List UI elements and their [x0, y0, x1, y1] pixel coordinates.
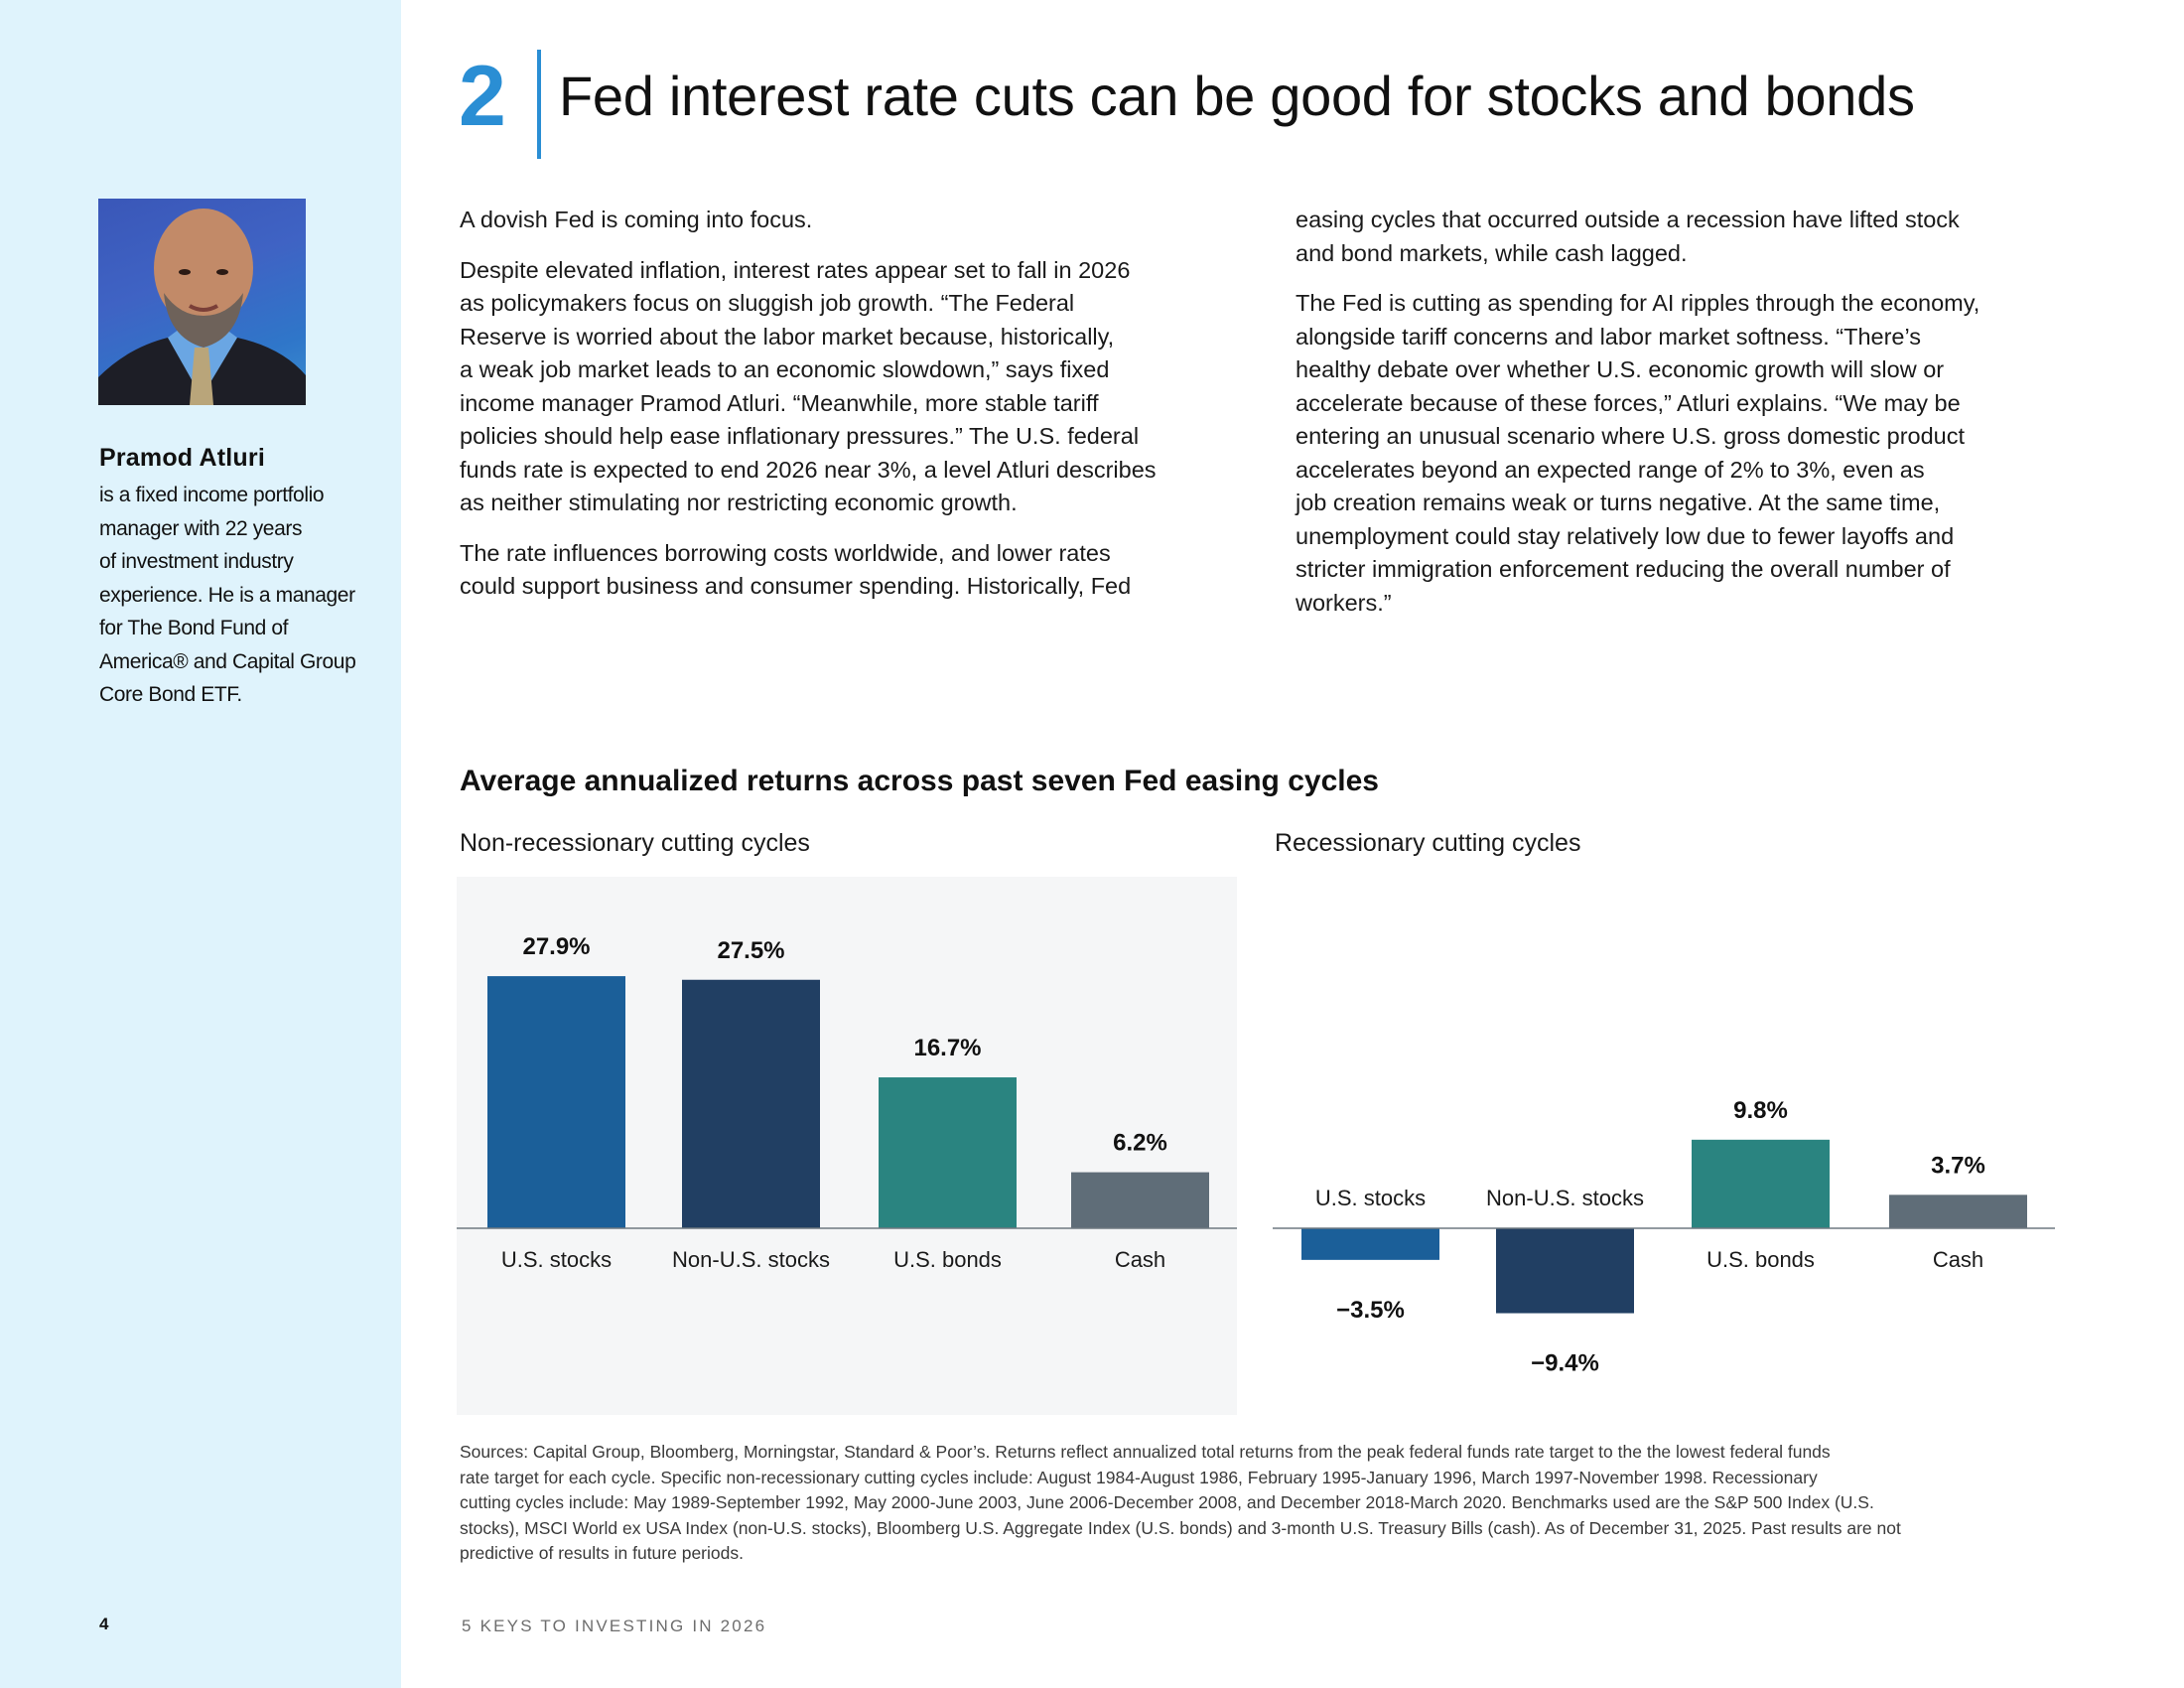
bar-non-u-s-stocks [1496, 1228, 1634, 1314]
sidebar: Pramod Atluri is a fixed income portfoli… [0, 0, 401, 1688]
text-line: as policymakers focus on sluggish job gr… [460, 290, 1075, 316]
bar-u-s-bonds [1692, 1139, 1830, 1228]
text-line: Reserve is worried about the labor marke… [460, 323, 1115, 350]
text-line: The rate influences borrowing costs worl… [460, 539, 1111, 566]
section-number: 2 [459, 49, 506, 144]
footer-publication-title: 5 KEYS TO INVESTING IN 2026 [462, 1617, 767, 1635]
text-line: The Fed is cutting as spending for AI ri… [1296, 290, 1980, 316]
paragraph: The Fed is cutting as spending for AI ri… [1296, 287, 2070, 620]
chart-panel-recessionary: −3.5% U.S. stocks −9.4% Non-U.S. stocks 9.8%… [1273, 1097, 2055, 1377]
bio-line: Core Bond ETF. [99, 683, 242, 706]
category-label-non-u-s-stocks: Non-U.S. stocks [1486, 1186, 1644, 1210]
footnote-line: stocks), MSCI World ex USA Index (non-U.… [460, 1517, 1901, 1538]
paragraph: The rate influences borrowing costs worl… [460, 537, 1234, 604]
body-column-left: A dovish Fed is coming into focus. Despi… [460, 204, 1234, 621]
text-line: and bond markets, while cash lagged. [1296, 239, 1688, 266]
text-line: alongside tariff concerns and labor mark… [1296, 323, 1922, 350]
page-number: 4 [99, 1615, 109, 1633]
text-line: could support business and consumer spen… [460, 573, 1132, 599]
bio-line: manager with 22 years [99, 516, 303, 540]
author-photo [98, 199, 306, 405]
category-label-u-s-stocks: U.S. stocks [1315, 1186, 1426, 1210]
body-column-right: easing cycles that occurred outside a re… [1296, 204, 2070, 636]
chart-title: Average annualized returns across past s… [460, 765, 1379, 797]
text-line: a weak job market leads to an economic s… [460, 356, 1110, 382]
chart-subtitle-recessionary: Recessionary cutting cycles [1275, 829, 1581, 857]
category-label-u-s-bonds: U.S. bonds [1706, 1247, 1815, 1272]
text-line: A dovish Fed is coming into focus. [460, 207, 813, 232]
text-line: income manager Pramod Atluri. “Meanwhile… [460, 389, 1099, 416]
footnote-line: predictive of results in future periods. [460, 1543, 744, 1563]
author-bio: is a fixed income portfolio manager with… [99, 479, 397, 712]
text-line: healthy debate over whether U.S. economi… [1296, 356, 1945, 382]
data-label-u-s-bonds: 9.8% [1733, 1097, 1788, 1124]
data-label-non-u-s-stocks: −9.4% [1531, 1350, 1599, 1377]
author-name: Pramod Atluri [99, 444, 265, 472]
footnote-line: rate target for each cycle. Specific non… [460, 1467, 1818, 1487]
bio-line: experience. He is a manager [99, 583, 355, 607]
text-line: Despite elevated inflation, interest rat… [460, 256, 1131, 283]
text-line: unemployment could stay relatively low d… [1296, 522, 1955, 549]
bio-line: of investment industry [99, 550, 294, 573]
footnote-line: cutting cycles include: May 1989-Septemb… [460, 1492, 1874, 1512]
chart-panel-background [457, 877, 1237, 1415]
text-line: entering an unusual scenario where U.S. … [1296, 423, 1966, 449]
portrait-illustration [98, 209, 306, 405]
bar-cash [1889, 1195, 2027, 1228]
text-line: stricter immigration enforcement reducin… [1296, 556, 1951, 582]
chart-subtitle-non-recessionary: Non-recessionary cutting cycles [460, 829, 810, 857]
text-line: easing cycles that occurred outside a re… [1296, 207, 1960, 232]
footnote-line: Sources: Capital Group, Bloomberg, Morni… [460, 1442, 1831, 1462]
paragraph: A dovish Fed is coming into focus. [460, 204, 1234, 237]
text-line: funds rate is expected to end 2026 near … [460, 456, 1157, 483]
text-line: accelerate because of these forces,” Atl… [1296, 389, 1961, 416]
chart-footnote: Sources: Capital Group, Bloomberg, Morni… [460, 1440, 2058, 1567]
text-line: job creation remains weak or turns negat… [1296, 490, 1941, 515]
section-divider [537, 50, 541, 159]
bio-line: for The Bond Fund of [99, 617, 289, 639]
bio-line: is a fixed income portfolio [99, 484, 325, 506]
category-label-cash: Cash [1933, 1247, 1983, 1272]
text-line: as neither stimulating nor restricting e… [460, 490, 1018, 515]
data-label-u-s-stocks: −3.5% [1336, 1297, 1405, 1324]
data-label-cash: 3.7% [1931, 1152, 1985, 1179]
text-line: workers.” [1296, 589, 1392, 616]
page-title: Fed interest rate cuts can be good for s… [559, 65, 1915, 127]
text-line: policies should help ease inflationary p… [460, 423, 1140, 449]
paragraph: easing cycles that occurred outside a re… [1296, 204, 2070, 270]
bio-line: America® and Capital Group [99, 649, 356, 673]
paragraph: Despite elevated inflation, interest rat… [460, 254, 1234, 520]
text-line: accelerates beyond an expected range of … [1296, 456, 1925, 483]
bar-u-s-stocks [1301, 1228, 1439, 1260]
